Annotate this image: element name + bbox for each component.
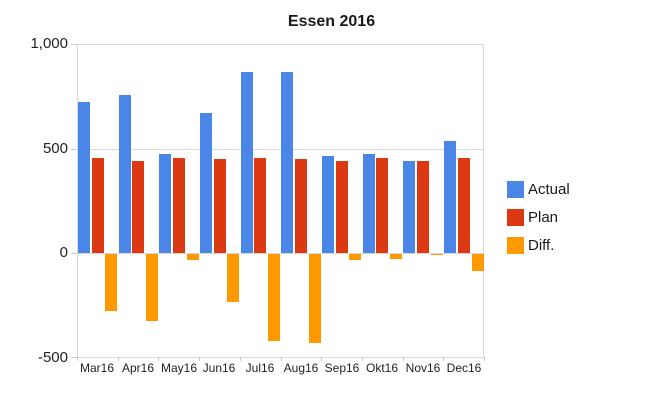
legend-swatch (507, 237, 524, 254)
bar-plan-aug16 (295, 159, 307, 253)
bar-diff-nov16 (431, 254, 443, 255)
bar-actual-apr16 (119, 95, 131, 253)
bar-plan-may16 (173, 158, 185, 253)
x-axis-tick (443, 357, 444, 361)
legend-label: Actual (528, 181, 570, 198)
bar-diff-aug16 (309, 254, 321, 343)
plot-left-border (77, 44, 78, 358)
x-tick-label: Sep16 (324, 361, 360, 375)
gridline (77, 149, 484, 150)
y-axis-tick (71, 253, 77, 254)
x-axis-tick (240, 357, 241, 361)
bar-plan-mar16 (92, 158, 104, 253)
bar-diff-mar16 (105, 254, 117, 311)
bar-actual-aug16 (281, 72, 293, 253)
x-tick-label: Mar16 (79, 361, 114, 375)
x-tick-label: Okt16 (365, 361, 398, 375)
bar-plan-dec16 (458, 158, 470, 253)
y-tick-label: -500 (37, 349, 68, 366)
x-tick-label: Jun16 (202, 361, 236, 375)
bar-diff-jun16 (227, 254, 239, 302)
x-tick-label: May16 (160, 361, 198, 375)
y-axis-tick (71, 44, 77, 45)
bar-actual-may16 (159, 154, 171, 253)
y-axis-tick (71, 357, 77, 358)
x-axis-tick (158, 357, 159, 361)
bar-actual-okt16 (363, 154, 375, 253)
legend-label: Diff. (528, 237, 555, 254)
bar-diff-may16 (187, 254, 199, 260)
bar-diff-jul16 (268, 254, 280, 341)
plot-area (77, 44, 484, 358)
x-axis-tick (484, 357, 485, 361)
bar-diff-okt16 (390, 254, 402, 259)
bar-actual-mar16 (78, 102, 90, 253)
y-tick-label: 1,000 (30, 35, 68, 52)
chart-title: Essen 2016 (287, 13, 376, 30)
gridline (77, 44, 484, 45)
bar-actual-jul16 (241, 72, 253, 253)
gridline (77, 253, 484, 254)
bar-actual-sep16 (322, 156, 334, 253)
legend-item-diff: Diff. (507, 237, 570, 254)
x-axis-tick (118, 357, 119, 361)
x-axis-tick (281, 357, 282, 361)
bar-diff-sep16 (349, 254, 361, 260)
x-axis-tick (403, 357, 404, 361)
y-axis-tick (71, 149, 77, 150)
x-tick-label: Nov16 (405, 361, 441, 375)
x-axis-tick (199, 357, 200, 361)
plot-right-border (483, 44, 484, 358)
y-tick-label: 500 (42, 140, 68, 157)
x-tick-label: Dec16 (446, 361, 482, 375)
x-axis-tick (362, 357, 363, 361)
bar-plan-nov16 (417, 161, 429, 253)
bar-actual-jun16 (200, 113, 212, 253)
legend-swatch (507, 209, 524, 226)
x-tick-label: Jul16 (245, 361, 275, 375)
x-tick-label: Apr16 (121, 361, 155, 375)
bar-plan-jun16 (214, 159, 226, 253)
bar-plan-apr16 (132, 161, 144, 253)
bar-diff-apr16 (146, 254, 158, 321)
bar-actual-nov16 (403, 161, 415, 253)
legend-item-actual: Actual (507, 181, 570, 198)
bar-diff-dec16 (472, 254, 484, 271)
gridline (77, 357, 484, 358)
legend-swatch (507, 181, 524, 198)
x-axis-tick (77, 357, 78, 361)
bar-actual-dec16 (444, 141, 456, 253)
bar-plan-jul16 (254, 158, 266, 253)
x-axis-tick (321, 357, 322, 361)
x-tick-label: Aug16 (283, 361, 319, 375)
bar-plan-sep16 (336, 161, 348, 253)
legend: Actual Plan Diff. (507, 181, 570, 265)
y-tick-label: 0 (59, 244, 68, 261)
legend-item-plan: Plan (507, 209, 570, 226)
legend-label: Plan (528, 209, 559, 226)
bar-plan-okt16 (376, 158, 388, 253)
